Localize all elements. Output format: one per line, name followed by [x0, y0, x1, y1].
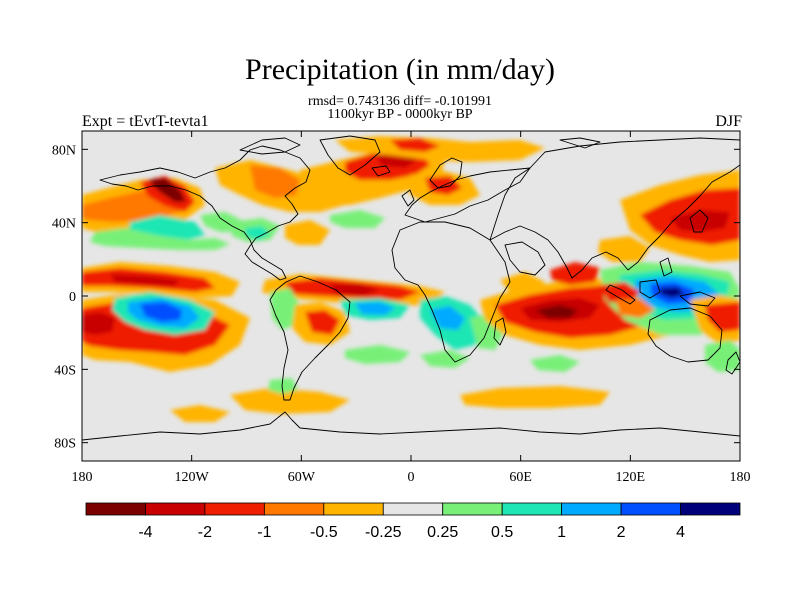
x-tick-label: 60W [288, 470, 316, 485]
plot-title: Precipitation (in mm/day) [245, 53, 555, 86]
anomaly-eqpac-darkred [110, 274, 180, 286]
y-tick-label: 80S [54, 437, 76, 452]
anomaly-nam-cyan [245, 226, 270, 240]
coast-scandinavia [429, 157, 463, 189]
y-axis: 80N 40N 0 40S 80S [52, 143, 740, 452]
subtitle-rmsd: rmsd= 0.743136 diff= -0.101991 [308, 94, 492, 109]
anomaly-npac-green [90, 228, 230, 250]
anomaly-nwpac-darkred [670, 210, 730, 232]
colorbar-label: -4 [138, 524, 152, 541]
colorbar-swatch [620, 502, 681, 516]
coast-australia [647, 307, 723, 363]
anomaly-ne-asia-orange [598, 236, 650, 262]
coast-north-america [99, 145, 311, 281]
coast-arctic-islands [239, 137, 601, 155]
anomaly-mc-navy [660, 287, 685, 298]
anomaly-nepac-darkred [148, 178, 186, 202]
anomaly-nam-orange2 [250, 165, 300, 198]
colorbar-label: 2 [617, 524, 626, 541]
coast-south-america [269, 275, 351, 401]
colorbar-swatch [680, 502, 741, 516]
x-tick-label: 180 [72, 470, 93, 485]
anomaly-arctic-red [390, 138, 440, 152]
colorbar-label: 0.25 [427, 524, 458, 541]
colorbar-label: -2 [198, 524, 212, 541]
coastlines [82, 135, 740, 441]
coast-greenland [319, 135, 381, 176]
coast-antarctica [82, 411, 740, 441]
anomaly-field [82, 135, 740, 441]
anomaly-ind-red [550, 262, 600, 285]
anomaly-natl-green [330, 210, 385, 228]
coast-sumatra [605, 284, 636, 305]
x-tick-label: 120W [175, 470, 210, 485]
anomaly-arabia-orange [500, 272, 545, 292]
colorbar-swatch [323, 502, 384, 516]
anomaly-satl-blue [355, 302, 395, 315]
coast-madagascar [493, 317, 507, 346]
anomaly-satl-green [345, 345, 410, 364]
experiment-label: Expt = tEvtT-tevta1 [82, 113, 209, 130]
y-tick-label: 80N [52, 143, 76, 158]
coast-new-zealand [725, 351, 740, 375]
anomaly-so-orange1 [230, 388, 350, 414]
colorbar: -4 -2 -1 -0.5 -0.25 0.25 0.5 1 2 4 [85, 502, 741, 541]
y-tick-label: 0 [69, 290, 76, 305]
coast-newguinea [679, 291, 716, 307]
anomaly-so-orange3 [170, 405, 230, 422]
x-tick-label: 60E [509, 470, 532, 485]
colorbar-swatch [442, 502, 503, 516]
anomaly-mc-orange [615, 298, 655, 318]
y-tick-label: 40N [52, 217, 76, 232]
colorbar-label: -1 [257, 524, 271, 541]
anomaly-arctic-orange [335, 136, 545, 162]
y-tick-label: 40S [54, 363, 76, 378]
colorbar-swatch [204, 502, 265, 516]
coast-british-isles [401, 189, 415, 207]
colorbar-swatch [561, 502, 622, 516]
anomaly-afr-blue [430, 306, 465, 330]
x-axis: 180 120W 60W 0 60E 120E 180 [72, 131, 751, 485]
x-tick-label: 180 [730, 470, 751, 485]
anomaly-so-orange2 [460, 386, 610, 408]
colorbar-swatch [382, 502, 444, 516]
coast-arabia [504, 241, 546, 276]
subtitle-period: 1100kyr BP - 0000kyr BP [327, 107, 473, 122]
colorbar-label: 0.5 [491, 524, 513, 541]
anomaly-spac-darkred [82, 312, 115, 335]
colorbar-label: -0.25 [365, 524, 402, 541]
coast-borneo [639, 279, 661, 299]
coast-philippines [659, 257, 673, 277]
anomaly-tatl-darkred [330, 284, 380, 296]
colorbar-label: 4 [676, 524, 685, 541]
colorbar-label: -0.5 [310, 524, 338, 541]
x-tick-label: 0 [408, 470, 415, 485]
anomaly-so-green2 [530, 355, 580, 372]
anomaly-spcz-red [705, 302, 740, 332]
coast-asia [489, 137, 740, 279]
anomaly-aus-green [705, 340, 740, 372]
anomaly-spac-blue [140, 302, 182, 322]
anomaly-so-green1 [420, 350, 470, 368]
anomaly-natl-orange3 [285, 220, 330, 245]
coast-africa [391, 221, 511, 363]
anomaly-sam-red [305, 310, 340, 335]
anomaly-so-green3 [268, 378, 298, 394]
coast-europe [404, 167, 531, 223]
coast-iceland [371, 165, 391, 177]
x-tick-label: 120E [616, 470, 646, 485]
season-label: DJF [715, 113, 742, 130]
colorbar-label: 1 [557, 524, 566, 541]
colorbar-swatch [145, 502, 206, 516]
anomaly-io-darkred2 [535, 305, 578, 318]
colorbar-swatch [263, 502, 325, 516]
colorbar-swatch [501, 502, 563, 516]
colorbar-swatch [85, 502, 146, 516]
coast-japan [689, 209, 709, 233]
